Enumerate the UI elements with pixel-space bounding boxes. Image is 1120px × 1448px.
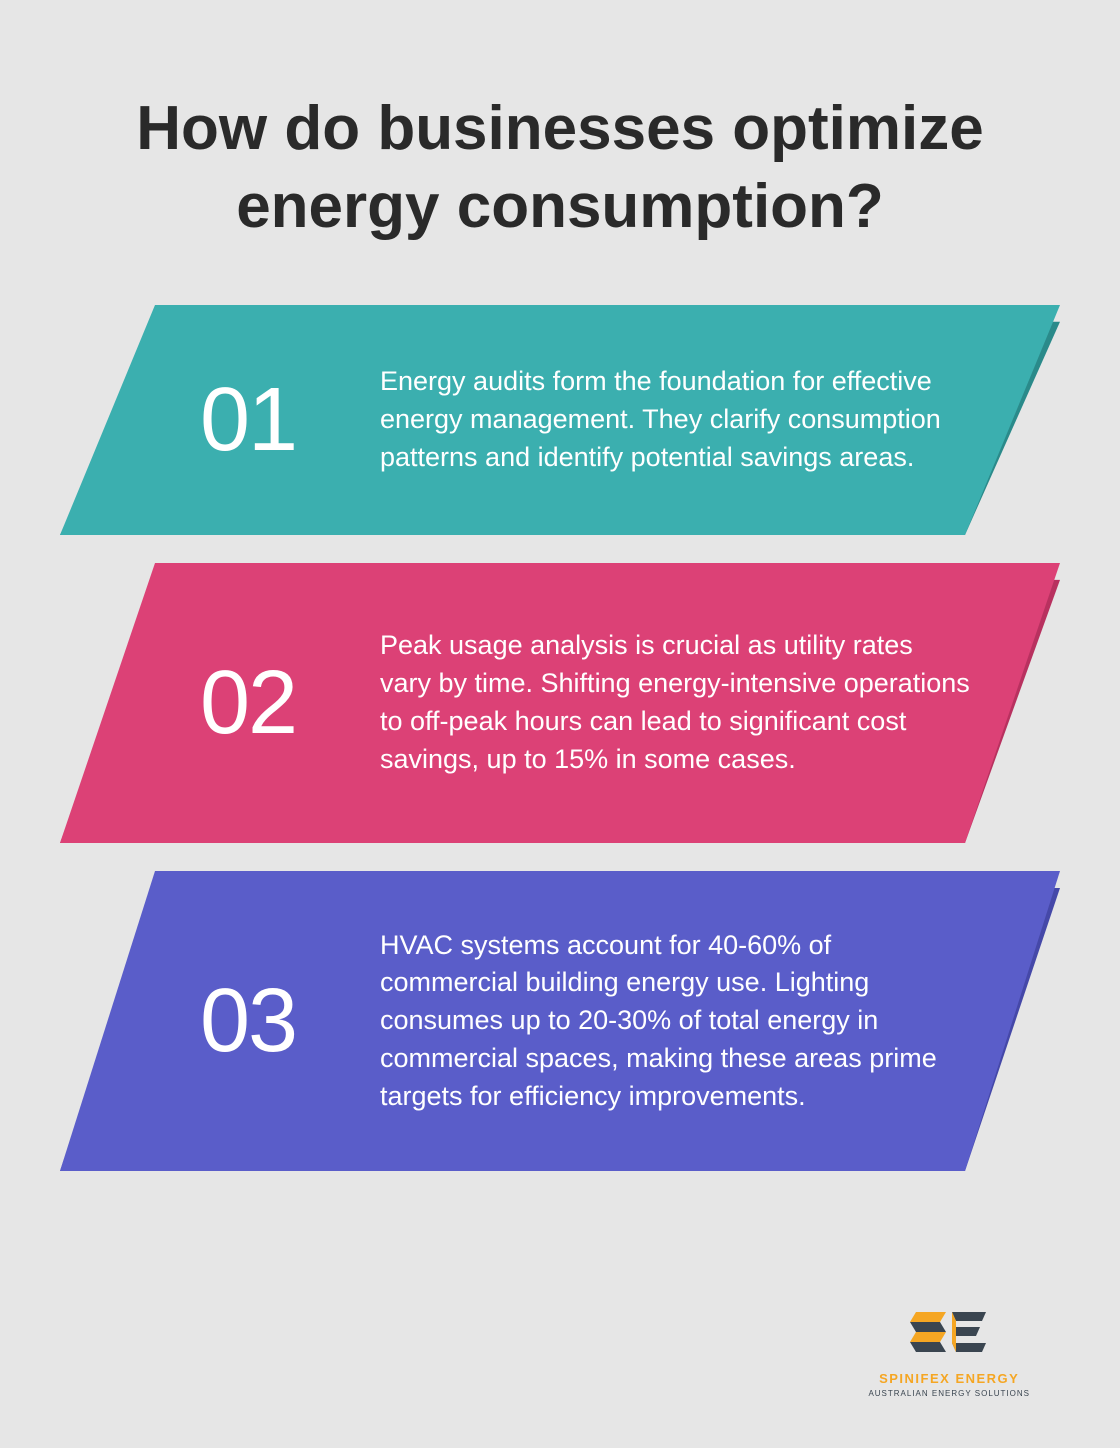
logo: SPINIFEX ENERGY AUSTRALIAN ENERGY SOLUTI… bbox=[868, 1308, 1030, 1398]
logo-tagline-text: AUSTRALIAN ENERGY SOLUTIONS bbox=[868, 1389, 1030, 1398]
logo-brand-text: SPINIFEX ENERGY bbox=[868, 1371, 1030, 1386]
card-number: 01 bbox=[200, 369, 330, 472]
card-03: 03 HVAC systems account for 40-60% of com… bbox=[60, 871, 1060, 1171]
card-number: 03 bbox=[200, 970, 330, 1073]
card-text: HVAC systems account for 40-60% of comme… bbox=[380, 927, 970, 1116]
cards-container: 01 Energy audits form the foundation for … bbox=[0, 305, 1120, 1171]
card-01: 01 Energy audits form the foundation for … bbox=[60, 305, 1060, 535]
logo-mark bbox=[894, 1308, 1004, 1363]
card-content: 03 HVAC systems account for 40-60% of com… bbox=[60, 871, 1060, 1171]
page-title: How do businesses optimize energy consum… bbox=[0, 0, 1120, 305]
card-content: 02 Peak usage analysis is crucial as util… bbox=[60, 563, 1060, 843]
card-number: 02 bbox=[200, 652, 330, 755]
card-text: Energy audits form the foundation for ef… bbox=[380, 363, 970, 476]
card-text: Peak usage analysis is crucial as utilit… bbox=[380, 627, 970, 778]
card-02: 02 Peak usage analysis is crucial as util… bbox=[60, 563, 1060, 843]
card-content: 01 Energy audits form the foundation for … bbox=[60, 305, 1060, 535]
